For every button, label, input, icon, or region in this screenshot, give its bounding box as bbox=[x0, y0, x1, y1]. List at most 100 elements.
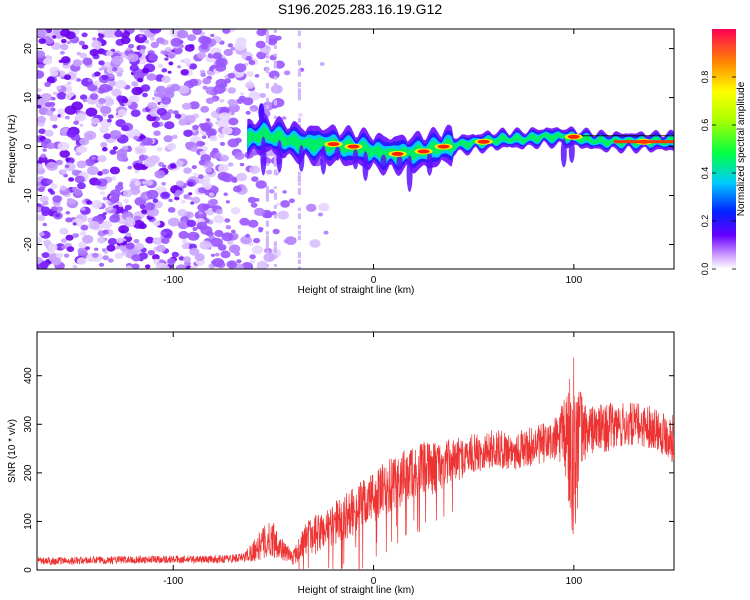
noise-blob bbox=[102, 112, 108, 117]
noise-blob bbox=[283, 70, 291, 76]
noise-blob bbox=[181, 243, 190, 250]
noise-blob bbox=[138, 223, 147, 230]
spectrogram-noise-blobs bbox=[37, 29, 330, 269]
noise-blob bbox=[71, 186, 78, 192]
noise-blob bbox=[102, 212, 107, 216]
noise-blob bbox=[107, 238, 118, 246]
noise-blob bbox=[184, 260, 191, 267]
noise-blob bbox=[170, 83, 181, 92]
snr-series-line bbox=[37, 357, 674, 570]
noise-blob bbox=[224, 218, 231, 223]
snr-axes: -100 0 100 0 100 200 300 400 bbox=[23, 332, 674, 587]
noise-blob bbox=[319, 62, 325, 66]
noise-blob bbox=[102, 229, 109, 235]
noise-blob bbox=[116, 114, 121, 119]
noise-blob bbox=[174, 196, 180, 201]
noise-blob bbox=[117, 181, 124, 187]
noise-blob bbox=[168, 53, 175, 59]
noise-blob bbox=[236, 98, 244, 104]
noise-streak bbox=[273, 171, 277, 175]
noise-blob bbox=[166, 142, 177, 151]
noise-blob bbox=[126, 242, 135, 249]
noise-blob bbox=[78, 40, 85, 46]
noise-blob bbox=[52, 124, 58, 129]
noise-streak bbox=[265, 194, 269, 197]
noise-blob bbox=[202, 216, 208, 220]
noise-blob bbox=[167, 217, 180, 227]
noise-streak bbox=[273, 205, 277, 209]
noise-blob bbox=[122, 189, 133, 198]
noise-blob bbox=[72, 222, 77, 226]
noise-blob bbox=[45, 110, 54, 116]
noise-blob bbox=[189, 265, 198, 269]
noise-blob bbox=[154, 96, 162, 103]
noise-blob bbox=[90, 199, 103, 209]
noise-blob bbox=[177, 65, 182, 69]
noise-blob bbox=[94, 247, 99, 251]
noise-streak bbox=[297, 213, 301, 220]
noise-blob bbox=[89, 49, 99, 57]
noise-blob bbox=[121, 125, 130, 132]
noise-streak bbox=[297, 172, 301, 175]
noise-blob bbox=[127, 53, 139, 62]
noise-blob bbox=[228, 244, 241, 254]
noise-blob bbox=[164, 121, 175, 130]
noise-blob bbox=[176, 180, 185, 187]
noise-blob bbox=[103, 29, 115, 38]
noise-blob bbox=[215, 209, 223, 215]
noise-blob bbox=[118, 225, 130, 234]
noise-streak bbox=[265, 231, 269, 235]
colorbar-gradient bbox=[712, 29, 736, 269]
noise-blob bbox=[187, 231, 200, 241]
noise-blob bbox=[201, 135, 207, 139]
noise-blob bbox=[91, 117, 100, 125]
noise-blob bbox=[288, 198, 295, 204]
noise-blob bbox=[222, 29, 231, 34]
noise-blob bbox=[206, 231, 214, 237]
spectrogram-frame bbox=[36, 28, 675, 270]
noise-streak bbox=[265, 37, 269, 43]
hot-spot-core bbox=[417, 149, 430, 154]
noise-blob bbox=[84, 130, 97, 141]
noise-blob bbox=[149, 108, 160, 117]
noise-blob bbox=[38, 38, 46, 44]
noise-blob bbox=[188, 63, 198, 70]
noise-blob bbox=[77, 182, 86, 190]
noise-blob bbox=[177, 220, 190, 230]
colorbar-tick-label: 0.4 bbox=[700, 167, 710, 180]
noise-blob bbox=[72, 264, 78, 269]
noise-blob bbox=[37, 63, 45, 69]
noise-blob bbox=[219, 99, 225, 103]
noise-streak bbox=[297, 192, 301, 195]
noise-blob bbox=[64, 115, 70, 120]
noise-blob bbox=[50, 183, 58, 190]
noise-blob bbox=[78, 241, 87, 249]
noise-blob bbox=[88, 220, 100, 230]
noise-blob bbox=[268, 70, 280, 79]
noise-blob bbox=[176, 29, 189, 39]
hot-spot-core bbox=[327, 142, 340, 147]
noise-blob bbox=[37, 29, 48, 38]
noise-streak bbox=[273, 65, 277, 68]
noise-blob bbox=[153, 130, 161, 136]
noise-blob bbox=[101, 248, 107, 252]
noise-blob bbox=[180, 200, 186, 204]
noise-blob bbox=[198, 35, 210, 45]
noise-blob bbox=[134, 132, 140, 137]
noise-blob bbox=[214, 252, 220, 257]
noise-blob bbox=[126, 265, 132, 269]
noise-blob bbox=[75, 146, 84, 153]
noise-streak bbox=[273, 159, 277, 165]
noise-blob bbox=[46, 76, 56, 84]
noise-blob bbox=[177, 85, 190, 94]
noise-blob bbox=[57, 108, 66, 115]
noise-blob bbox=[160, 264, 170, 269]
noise-blob bbox=[139, 48, 146, 54]
noise-blob bbox=[318, 202, 330, 212]
noise-blob bbox=[178, 231, 189, 239]
noise-streak bbox=[297, 187, 301, 194]
noise-streak bbox=[273, 88, 277, 94]
noise-blob bbox=[65, 94, 72, 100]
noise-blob bbox=[193, 172, 198, 177]
noise-blob bbox=[116, 149, 128, 158]
